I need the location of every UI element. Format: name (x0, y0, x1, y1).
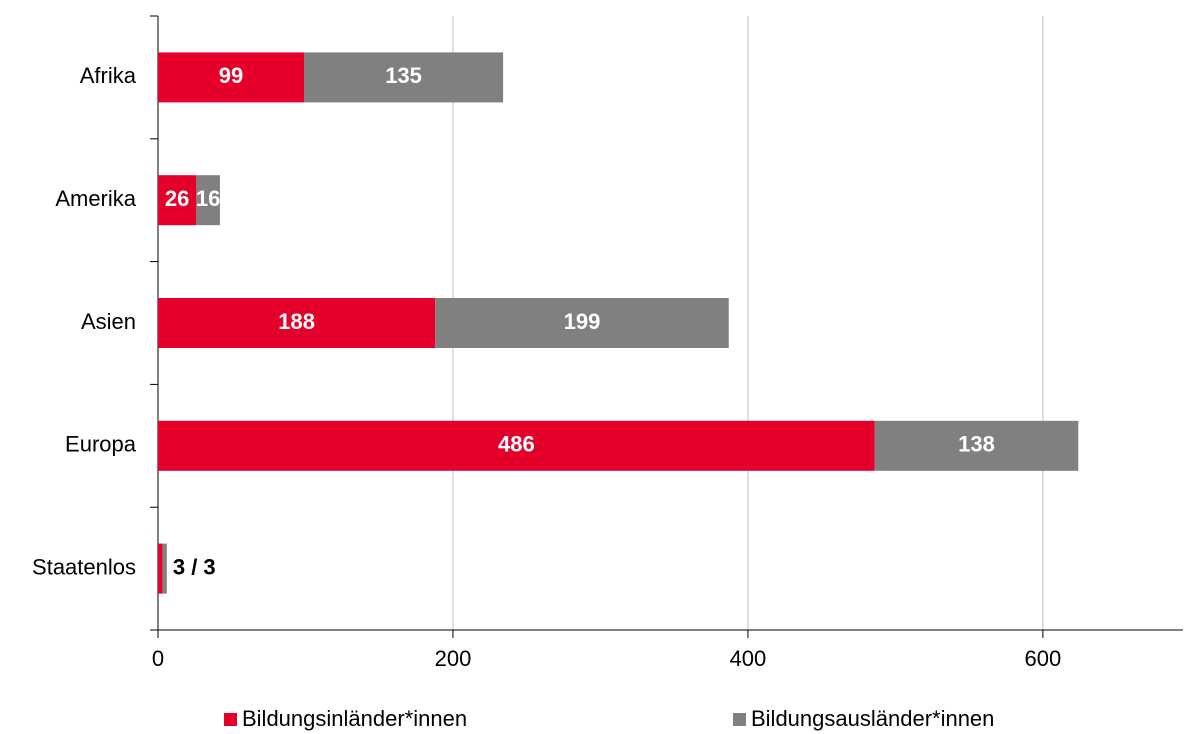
legend-swatch (733, 713, 746, 726)
legend-swatch (224, 713, 237, 726)
bar-segment (304, 52, 504, 103)
x-tick-label: 0 (152, 646, 164, 671)
bar-segment (158, 52, 305, 103)
x-tick-label: 400 (730, 646, 767, 671)
value-label: 486 (498, 432, 535, 457)
annotation: 3 / 3 (173, 554, 216, 579)
y-tick-label: Europa (65, 432, 137, 457)
x-tick-label: 200 (435, 646, 472, 671)
legend-label: Bildungsinländer*innen (242, 706, 467, 731)
bar-segment (158, 543, 163, 594)
bar-segment (874, 420, 1079, 471)
value-label: 26 (165, 186, 189, 211)
value-label: 16 (196, 186, 220, 211)
bar-segment (158, 420, 875, 471)
value-label: 199 (564, 309, 601, 334)
legend-label: Bildungsausländer*innen (751, 706, 994, 731)
bar-segment (435, 298, 729, 348)
y-tick-label: Amerika (55, 186, 136, 211)
bar-segment (162, 543, 167, 594)
y-tick-label: Staatenlos (32, 554, 136, 579)
value-label: 138 (958, 432, 995, 457)
bar-segment (196, 175, 220, 226)
x-tick-label: 600 (1025, 646, 1062, 671)
value-label: 135 (385, 63, 422, 88)
value-label: 99 (219, 63, 243, 88)
y-tick-label: Afrika (80, 63, 137, 88)
value-label: 188 (278, 309, 315, 334)
y-tick-label: Asien (81, 309, 136, 334)
bar-segment (158, 175, 197, 226)
bar-segment (158, 298, 436, 348)
